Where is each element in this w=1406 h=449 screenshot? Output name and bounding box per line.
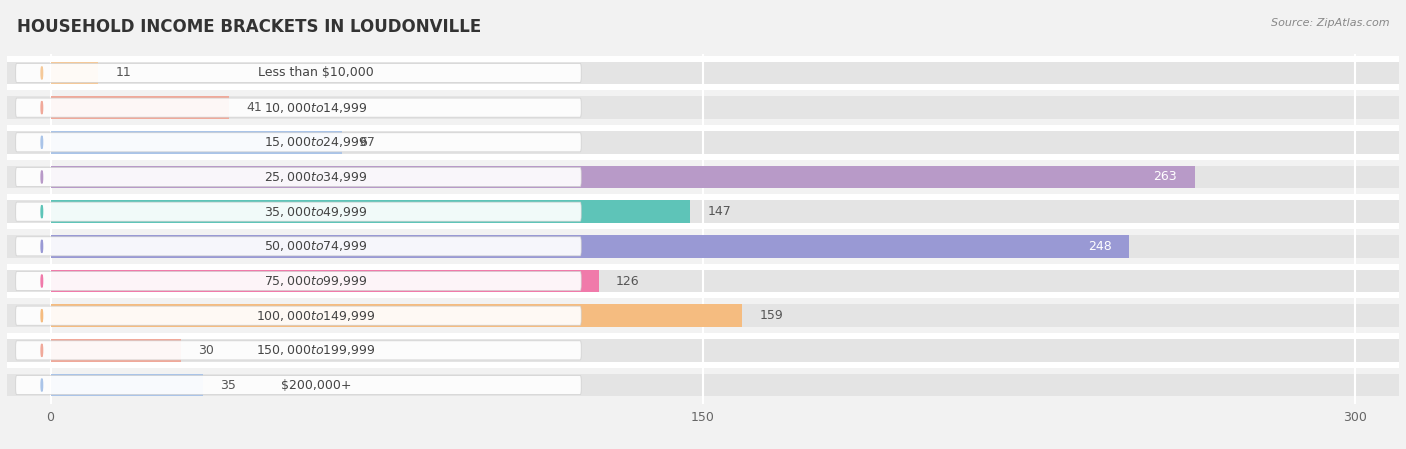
- Bar: [7, 298, 1399, 333]
- Text: Source: ZipAtlas.com: Source: ZipAtlas.com: [1271, 18, 1389, 28]
- Text: 41: 41: [246, 101, 262, 114]
- FancyBboxPatch shape: [15, 341, 581, 360]
- Text: HOUSEHOLD INCOME BRACKETS IN LOUDONVILLE: HOUSEHOLD INCOME BRACKETS IN LOUDONVILLE: [17, 18, 481, 36]
- Text: $15,000 to $24,999: $15,000 to $24,999: [264, 135, 367, 150]
- Bar: [7, 90, 1399, 125]
- Bar: [51, 200, 690, 223]
- Bar: [51, 235, 1129, 258]
- Text: 67: 67: [360, 136, 375, 149]
- Bar: [7, 235, 1399, 258]
- Bar: [7, 270, 1399, 292]
- Text: 35: 35: [221, 379, 236, 392]
- Bar: [7, 333, 1399, 368]
- Bar: [7, 62, 1399, 84]
- FancyBboxPatch shape: [15, 167, 581, 186]
- Bar: [51, 166, 1195, 188]
- Bar: [7, 368, 1399, 402]
- Text: $50,000 to $74,999: $50,000 to $74,999: [264, 239, 367, 253]
- FancyBboxPatch shape: [15, 237, 581, 256]
- FancyBboxPatch shape: [15, 63, 581, 83]
- Circle shape: [41, 240, 42, 253]
- Text: $10,000 to $14,999: $10,000 to $14,999: [264, 101, 367, 114]
- Bar: [7, 374, 1399, 396]
- Circle shape: [41, 136, 42, 149]
- Bar: [51, 304, 742, 327]
- Bar: [7, 125, 1399, 160]
- Text: $35,000 to $49,999: $35,000 to $49,999: [264, 205, 367, 219]
- Circle shape: [41, 275, 42, 287]
- Text: $200,000+: $200,000+: [281, 379, 352, 392]
- Text: 126: 126: [616, 274, 640, 287]
- Bar: [7, 194, 1399, 229]
- Text: $150,000 to $199,999: $150,000 to $199,999: [256, 343, 375, 357]
- Bar: [7, 229, 1399, 264]
- Text: $25,000 to $34,999: $25,000 to $34,999: [264, 170, 367, 184]
- Text: $100,000 to $149,999: $100,000 to $149,999: [256, 308, 375, 323]
- Bar: [7, 160, 1399, 194]
- Bar: [7, 97, 1399, 119]
- FancyBboxPatch shape: [15, 133, 581, 152]
- Bar: [51, 270, 599, 292]
- FancyBboxPatch shape: [15, 375, 581, 395]
- Bar: [51, 339, 181, 361]
- Bar: [7, 264, 1399, 298]
- Circle shape: [41, 171, 42, 183]
- FancyBboxPatch shape: [15, 306, 581, 325]
- Bar: [7, 166, 1399, 188]
- Bar: [51, 97, 229, 119]
- Text: 11: 11: [115, 66, 132, 79]
- Bar: [7, 339, 1399, 361]
- Text: 263: 263: [1153, 171, 1177, 184]
- FancyBboxPatch shape: [15, 202, 581, 221]
- Bar: [7, 200, 1399, 223]
- Bar: [51, 62, 98, 84]
- Text: Less than $10,000: Less than $10,000: [257, 66, 374, 79]
- Text: 30: 30: [198, 344, 214, 357]
- Text: 248: 248: [1088, 240, 1112, 253]
- Circle shape: [41, 67, 42, 79]
- Bar: [7, 56, 1399, 90]
- Bar: [7, 131, 1399, 154]
- Circle shape: [41, 344, 42, 357]
- FancyBboxPatch shape: [15, 272, 581, 291]
- Circle shape: [41, 309, 42, 322]
- FancyBboxPatch shape: [15, 98, 581, 117]
- Circle shape: [41, 205, 42, 218]
- Text: 147: 147: [707, 205, 731, 218]
- Circle shape: [41, 101, 42, 114]
- Circle shape: [41, 379, 42, 391]
- Bar: [51, 374, 202, 396]
- Text: $75,000 to $99,999: $75,000 to $99,999: [264, 274, 367, 288]
- Bar: [7, 304, 1399, 327]
- Text: 159: 159: [759, 309, 783, 322]
- Bar: [51, 131, 342, 154]
